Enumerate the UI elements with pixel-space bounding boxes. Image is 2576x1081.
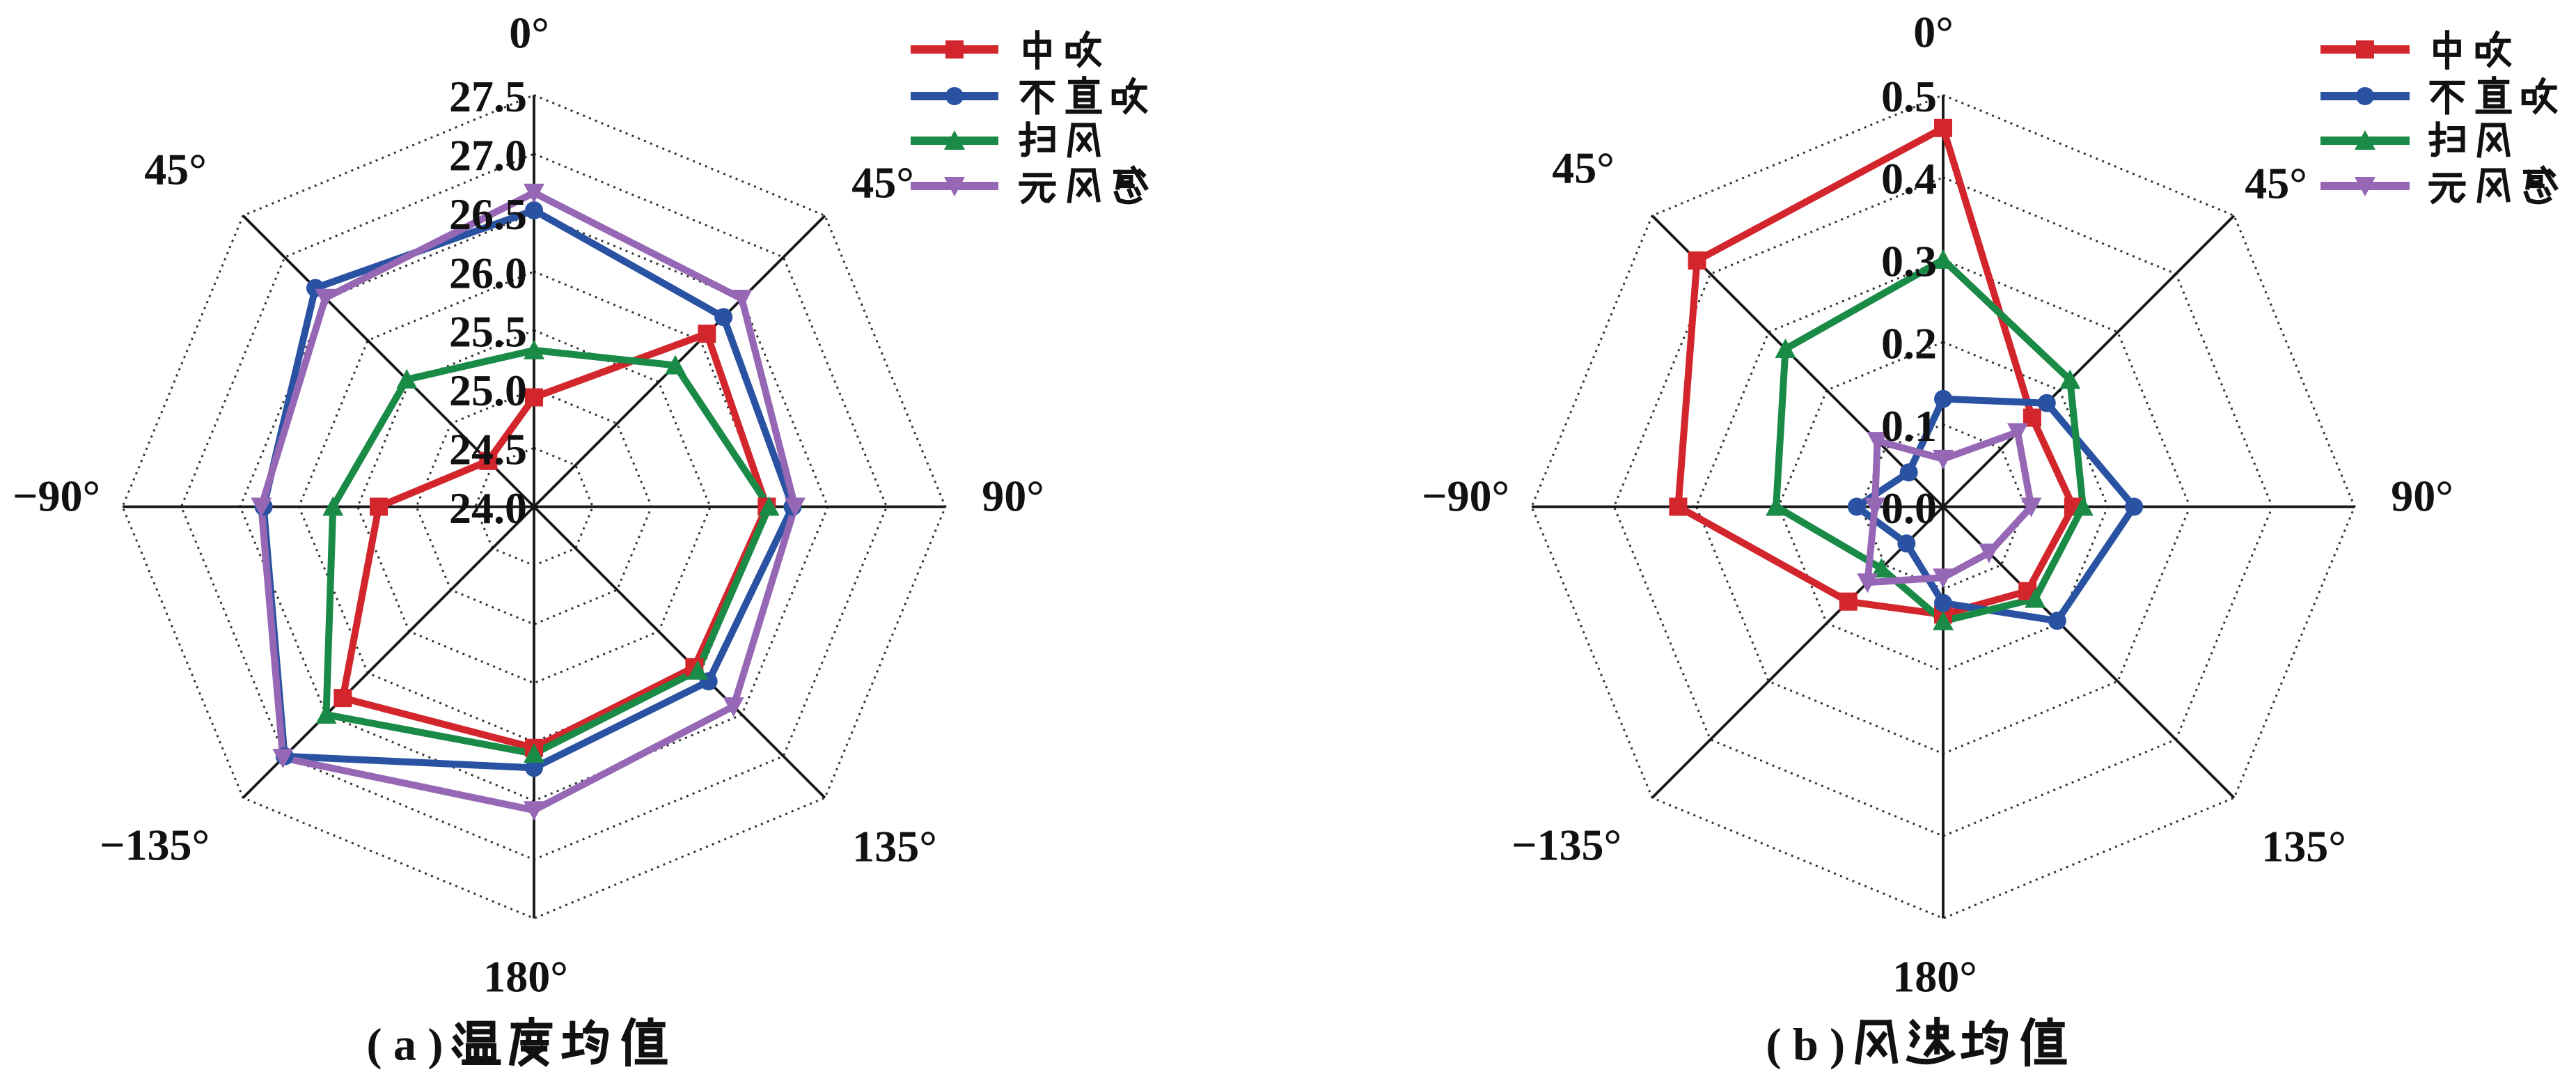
svg-text:0°: 0° (509, 8, 549, 58)
svg-text:0.0: 0.0 (1881, 483, 1937, 533)
svg-text:45°: 45° (2245, 159, 2307, 208)
svg-text:25.5: 25.5 (449, 307, 527, 357)
svg-text:0.4: 0.4 (1881, 154, 1937, 203)
svg-text:−90°: −90° (13, 472, 100, 521)
svg-text:0.1: 0.1 (1881, 401, 1937, 451)
svg-text:0.2: 0.2 (1881, 319, 1937, 368)
svg-text:0.5: 0.5 (1881, 72, 1937, 121)
svg-text:90°: 90° (2391, 472, 2453, 521)
svg-text:( a ): ( a ) (367, 1020, 443, 1071)
svg-text:−135°: −135° (100, 821, 210, 870)
svg-text:24.5: 24.5 (449, 425, 527, 474)
svg-text:45°: 45° (851, 158, 914, 208)
svg-text:180°: 180° (1892, 952, 1977, 1002)
svg-text:135°: 135° (2261, 822, 2346, 871)
svg-text:180°: 180° (483, 952, 568, 1002)
svg-text:25.0: 25.0 (449, 366, 527, 415)
svg-text:( b ): ( b ) (1766, 1020, 1846, 1071)
svg-text:24.0: 24.0 (449, 483, 527, 533)
svg-text:0.3: 0.3 (1881, 236, 1937, 286)
svg-text:135°: 135° (852, 822, 937, 871)
svg-text:0°: 0° (1913, 8, 1954, 57)
svg-text:27.5: 27.5 (449, 72, 527, 121)
svg-text:45°: 45° (144, 145, 207, 194)
svg-text:26.5: 26.5 (449, 189, 527, 239)
svg-text:−135°: −135° (1511, 821, 1621, 870)
svg-text:90°: 90° (982, 472, 1044, 521)
svg-text:−90°: −90° (1422, 472, 1509, 521)
svg-text:26.0: 26.0 (449, 248, 527, 297)
svg-text:45°: 45° (1552, 143, 1615, 193)
svg-text:27.0: 27.0 (449, 130, 527, 180)
